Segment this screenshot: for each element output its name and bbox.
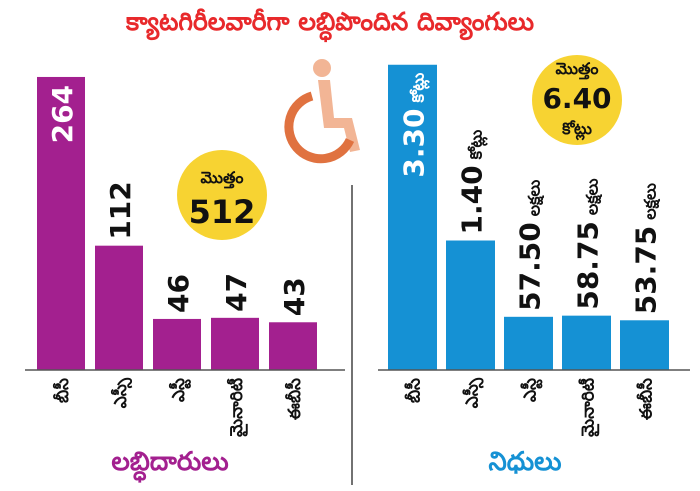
- bar: [446, 240, 495, 370]
- x-tick-label: మైనారిటీ: [226, 378, 248, 437]
- bar: [211, 317, 259, 370]
- value-number: 53.75: [630, 226, 663, 315]
- value-label: 264: [46, 85, 79, 143]
- value-number: 46: [162, 274, 195, 313]
- value-unit: లక్షలు: [583, 178, 603, 215]
- value-label: 43: [278, 277, 311, 316]
- bar: [504, 316, 553, 370]
- value-number: 264: [46, 85, 79, 143]
- value-number: 57.50: [514, 222, 547, 311]
- value-label: 53.75 లక్షలు: [630, 183, 663, 315]
- value-number: 3.30: [398, 109, 431, 178]
- value-number: 1.40: [456, 165, 489, 234]
- value-unit: లక్షలు: [641, 183, 661, 220]
- wheelchair-icon: [284, 59, 360, 164]
- total-value: 512: [189, 193, 256, 231]
- value-unit: లక్షలు: [525, 179, 545, 216]
- x-tick-label: బీసీ: [52, 378, 73, 403]
- bar: [620, 320, 669, 370]
- x-tick-label: బీసీ: [404, 378, 425, 403]
- total-caption: మొత్తం: [200, 168, 243, 189]
- bar: [269, 322, 317, 370]
- value-unit: కోట్లు: [467, 129, 489, 160]
- x-tick-label: ఎస్టీ: [168, 378, 191, 402]
- x-tick-label: ఈబీసీ: [636, 378, 657, 420]
- bar: [388, 64, 437, 370]
- value-label: 57.50 లక్షలు: [514, 179, 547, 311]
- value-number: 43: [278, 277, 311, 316]
- value-number: 112: [104, 181, 137, 239]
- total-unit: కోట్లు: [561, 119, 592, 141]
- value-number: 47: [220, 273, 253, 312]
- chart-name: లబ్ధిదారులు: [111, 447, 228, 483]
- total-caption: మొత్తం: [555, 59, 598, 80]
- chart-name: నిధులు: [488, 447, 561, 477]
- x-tick-label: ఎస్సీ: [110, 377, 133, 408]
- bar: [95, 245, 143, 370]
- bar: [37, 76, 85, 371]
- bar: [153, 318, 201, 370]
- total-value: 6.40: [542, 82, 611, 115]
- value-label: 3.30 కోట్లు: [398, 72, 431, 177]
- value-label: 1.40 కోట్లు: [456, 129, 489, 234]
- value-label: 47: [220, 273, 253, 312]
- x-tick-label: మైనారిటీ: [578, 378, 600, 437]
- total-bubble: [532, 55, 622, 145]
- title: క్యాటగిరీలవారీగా లబ్ధిపొందిన దివ్యాంగులు: [125, 7, 534, 43]
- value-unit: కోట్లు: [409, 72, 431, 103]
- bar: [562, 315, 611, 370]
- x-tick-label: ఎస్టీ: [520, 378, 543, 402]
- value-label: 112: [104, 181, 137, 239]
- x-tick-label: ఈబీసీ: [284, 378, 305, 420]
- value-label: 46: [162, 274, 195, 313]
- total-bubble: [177, 150, 267, 240]
- value-number: 58.75: [572, 221, 605, 310]
- x-tick-label: ఎస్సీ: [462, 377, 485, 408]
- value-label: 58.75 లక్షలు: [572, 178, 605, 310]
